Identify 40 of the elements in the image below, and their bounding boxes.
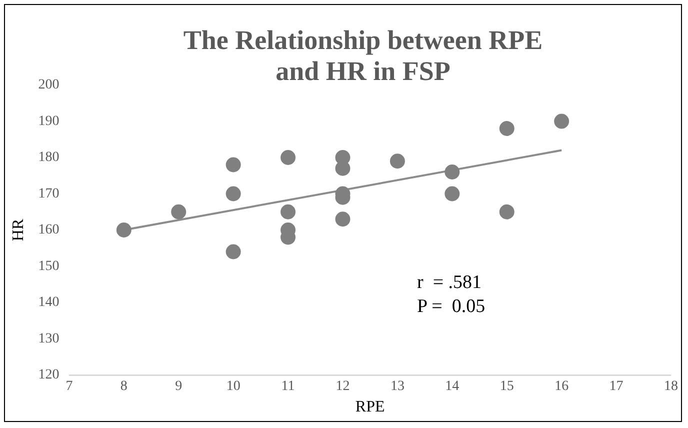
- point: [226, 157, 241, 172]
- x-tick-label: 18: [664, 379, 678, 394]
- x-tick-label: 17: [609, 379, 624, 394]
- x-tick-label: 9: [175, 379, 182, 394]
- point: [554, 114, 570, 129]
- x-tick-label: 12: [336, 379, 350, 394]
- annotation: P = 0.05: [417, 295, 486, 319]
- point: [444, 164, 460, 180]
- y-tick-label: 140: [38, 295, 60, 310]
- point: [390, 154, 405, 169]
- x-tick-label: 14: [445, 379, 460, 394]
- point: [280, 150, 296, 165]
- point: [444, 186, 460, 202]
- point: [280, 204, 296, 220]
- y-tick-label: 130: [38, 331, 60, 346]
- y-tick-label: 150: [38, 258, 60, 274]
- x-tick-label: 15: [500, 379, 514, 394]
- y-tick-label: 160: [38, 222, 60, 238]
- x-axis-title: RPE: [355, 398, 385, 416]
- x-tick-label: 13: [390, 379, 404, 394]
- point: [499, 121, 514, 136]
- y-tick-label: 180: [38, 150, 60, 166]
- point: [226, 186, 241, 202]
- annotation: r = .581: [417, 271, 483, 295]
- chart-title: The Relationship between RPE and HR in FSP: [182, 25, 544, 87]
- x-tick-label: 10: [226, 379, 240, 394]
- y-tick-label: 190: [38, 114, 60, 129]
- point: [335, 212, 350, 227]
- point: [116, 222, 132, 238]
- y-tick-label: 200: [38, 78, 60, 93]
- x-tick-label: 11: [281, 379, 295, 394]
- point: [499, 204, 514, 220]
- y-tick-label: 120: [38, 368, 60, 383]
- y-axis-title: HR: [10, 218, 27, 242]
- x-tick-label: 7: [66, 379, 73, 394]
- x-tick-label: 8: [120, 379, 128, 394]
- point: [171, 204, 186, 220]
- y-tick-label: 170: [38, 186, 60, 202]
- point: [226, 244, 241, 260]
- x-tick-label: 16: [554, 379, 569, 394]
